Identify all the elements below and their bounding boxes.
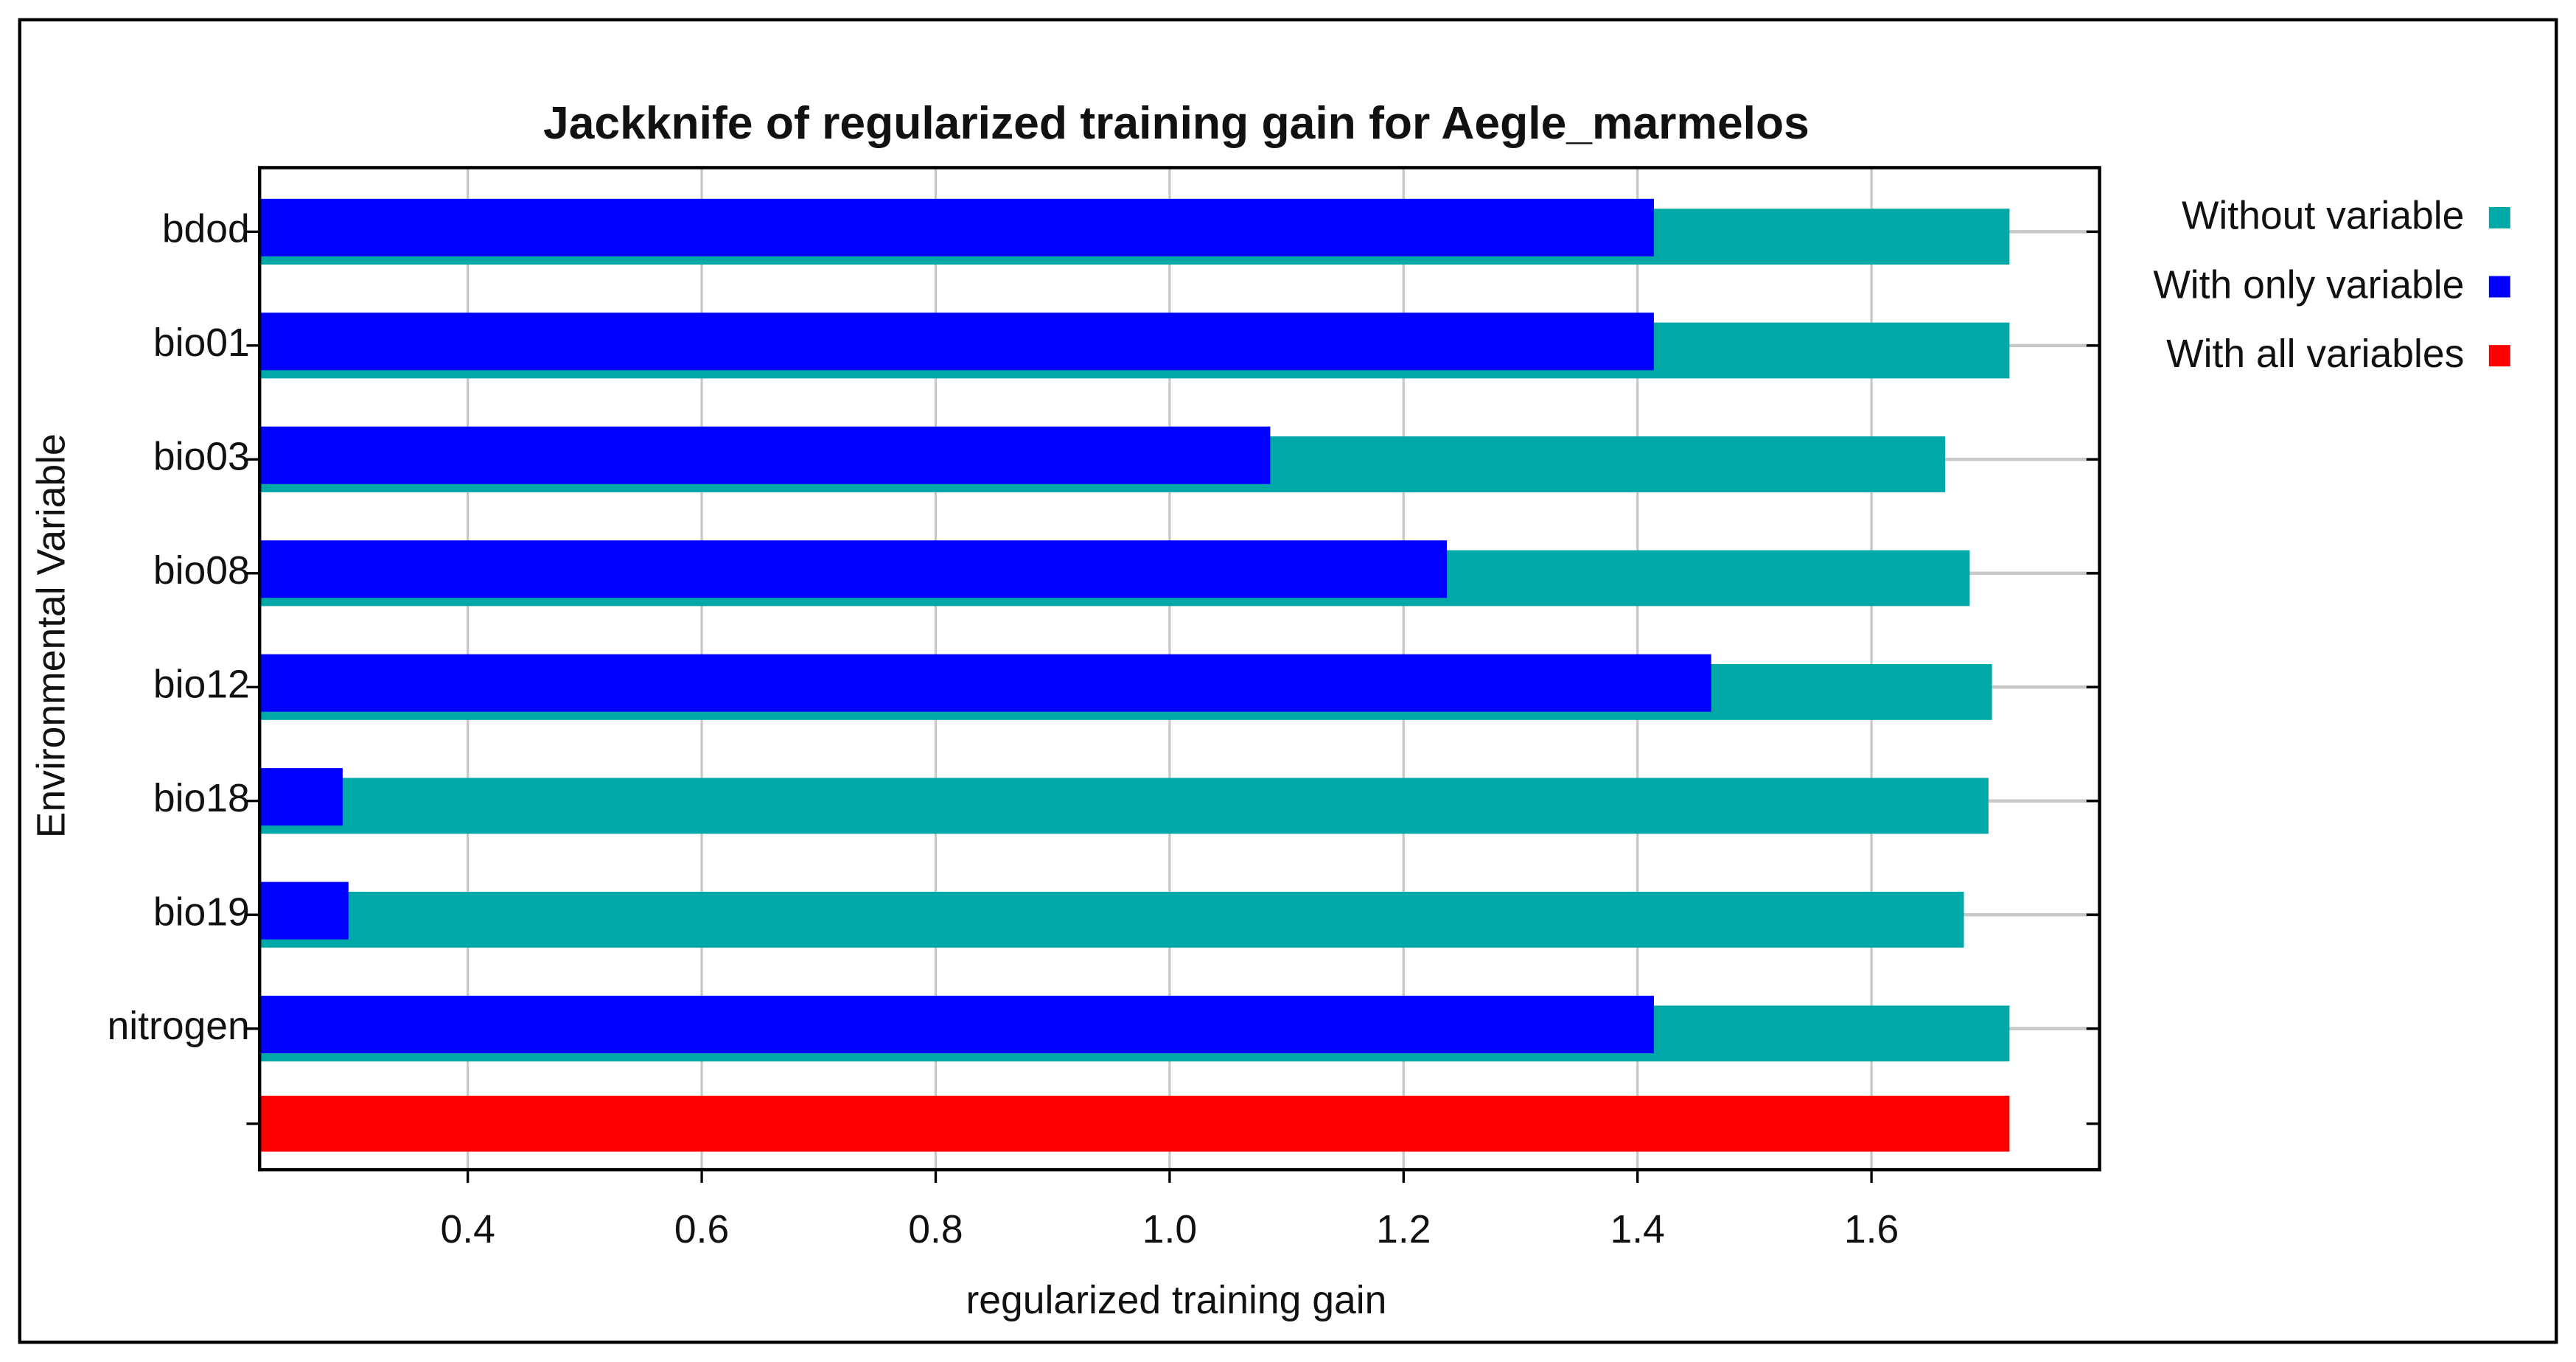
y-tick-label: bio03 bbox=[153, 435, 250, 478]
bar bbox=[259, 654, 1711, 712]
x-tick-label: 1.0 bbox=[1142, 1208, 1197, 1251]
legend-swatch bbox=[2488, 276, 2510, 298]
legend-label: With only variable bbox=[2153, 263, 2464, 307]
legend-swatch bbox=[2488, 345, 2510, 367]
frame bbox=[18, 18, 2558, 1344]
chart-title: Jackknife of regularized training gain f… bbox=[543, 98, 1809, 149]
x-tick-label: 0.6 bbox=[674, 1208, 729, 1251]
y-tick-label: bio01 bbox=[153, 321, 250, 365]
bar bbox=[259, 768, 343, 826]
bar bbox=[259, 1095, 2010, 1152]
legend-label: With all variables bbox=[2166, 332, 2464, 376]
y-tick-label: bio18 bbox=[153, 777, 250, 820]
bar bbox=[259, 778, 1989, 834]
bar bbox=[259, 891, 1964, 948]
x-tick-label: 1.2 bbox=[1376, 1208, 1431, 1251]
x-tick-label: 0.4 bbox=[440, 1208, 495, 1251]
y-axis-label: Environmental Variable bbox=[30, 433, 74, 838]
bar bbox=[259, 881, 349, 940]
x-axis-label: regularized training gain bbox=[966, 1279, 1387, 1322]
y-tick-label: bio12 bbox=[153, 663, 250, 706]
bar bbox=[259, 996, 1654, 1054]
bar bbox=[259, 312, 1654, 371]
legend-label: Without variable bbox=[2182, 195, 2464, 238]
bar bbox=[259, 426, 1271, 484]
bar bbox=[259, 198, 1654, 256]
y-tick-label: bio19 bbox=[153, 890, 250, 934]
y-tick-label: nitrogen bbox=[108, 1005, 250, 1048]
x-tick-label: 1.4 bbox=[1610, 1208, 1665, 1251]
x-tick-label: 0.8 bbox=[908, 1208, 963, 1251]
plot-border bbox=[257, 166, 2101, 1172]
x-tick-label: 1.6 bbox=[1844, 1208, 1899, 1251]
y-tick-label: bio08 bbox=[153, 549, 250, 593]
y-tick-label: bdod bbox=[162, 208, 250, 251]
bar bbox=[259, 540, 1448, 598]
legend-swatch bbox=[2488, 206, 2510, 228]
